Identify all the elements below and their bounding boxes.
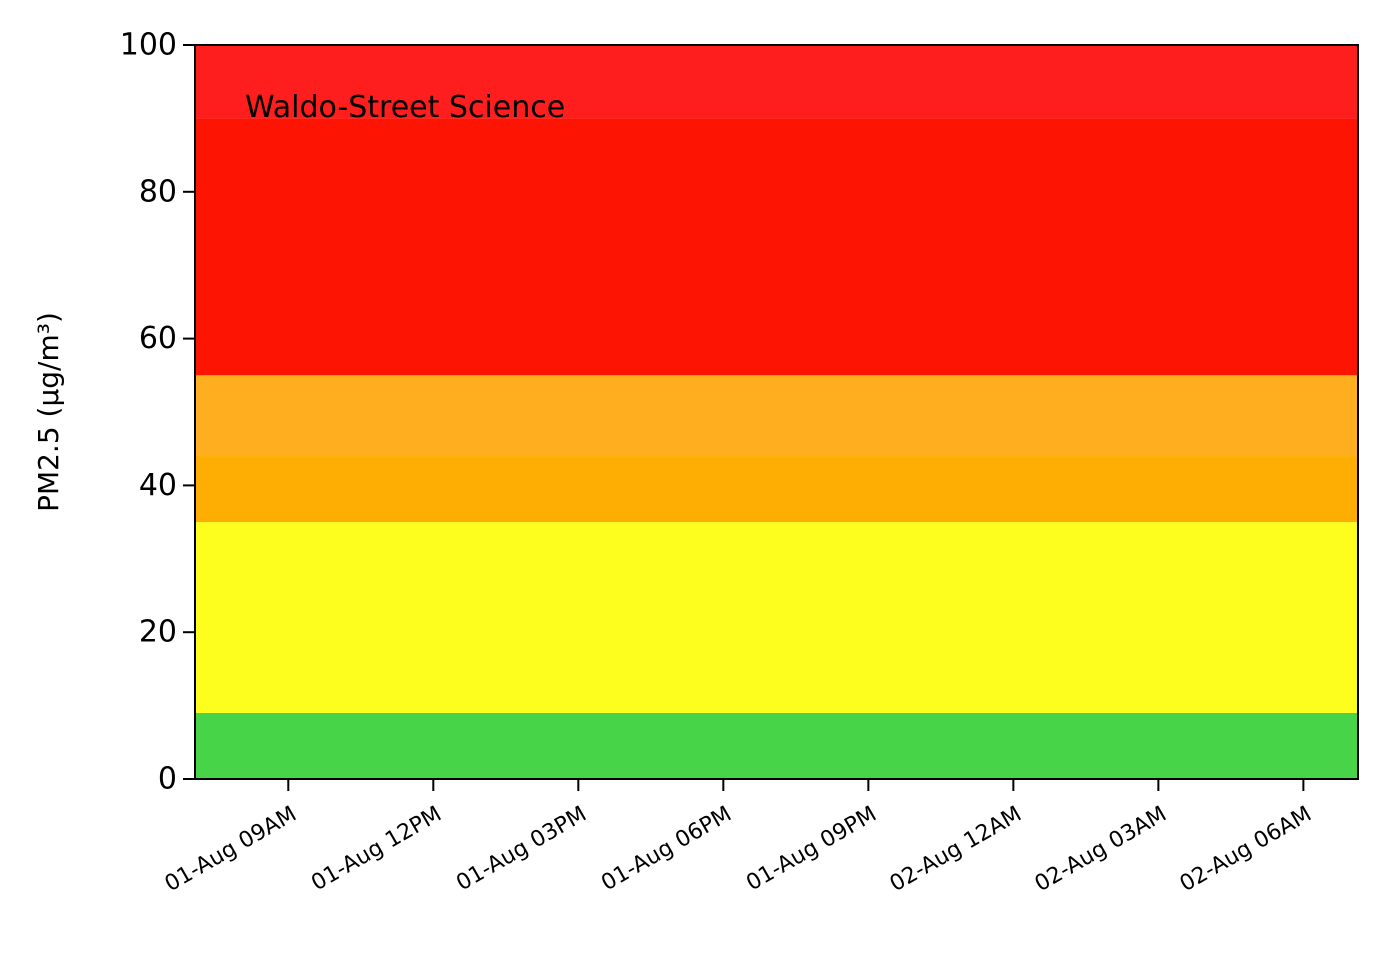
x-tick-label: 02-Aug 06AM — [1176, 802, 1316, 897]
y-tick-label: 100 — [120, 28, 177, 63]
aqi-bands — [195, 45, 1358, 779]
x-tick-label: 01-Aug 09PM — [742, 802, 881, 896]
x-tick-label: 01-Aug 12PM — [307, 802, 446, 896]
x-tick-label: 02-Aug 03AM — [1031, 802, 1171, 897]
y-tick-label: 0 — [158, 762, 177, 797]
y-axis: 0 20 40 60 80 100 — [120, 28, 195, 797]
aqi-band-1 — [195, 522, 1358, 713]
y-axis-label: PM2.5 (µg/m³) — [32, 312, 65, 512]
aqi-band-0 — [195, 712, 1358, 779]
aqi-band-2 — [195, 456, 1358, 523]
y-tick-label: 60 — [139, 321, 177, 356]
y-tick-label: 40 — [139, 468, 177, 503]
aqi-band-3 — [195, 375, 1358, 457]
x-tick-label: 02-Aug 12AM — [886, 802, 1026, 897]
annotation-text: Waldo-Street Science — [245, 90, 565, 125]
x-tick-label: 01-Aug 03PM — [452, 802, 591, 896]
aqi-band-5 — [195, 45, 1358, 119]
plot-frame — [194, 44, 1359, 780]
x-axis: 01-Aug 09AM 01-Aug 12PM 01-Aug 03PM 01-Aug … — [161, 779, 1316, 897]
x-tick-label: 01-Aug 06PM — [597, 802, 736, 896]
y-tick-label: 20 — [139, 615, 177, 650]
y-tick-label: 80 — [139, 174, 177, 209]
x-tick-label: 01-Aug 09AM — [161, 802, 301, 897]
aqi-band-4 — [195, 118, 1358, 376]
